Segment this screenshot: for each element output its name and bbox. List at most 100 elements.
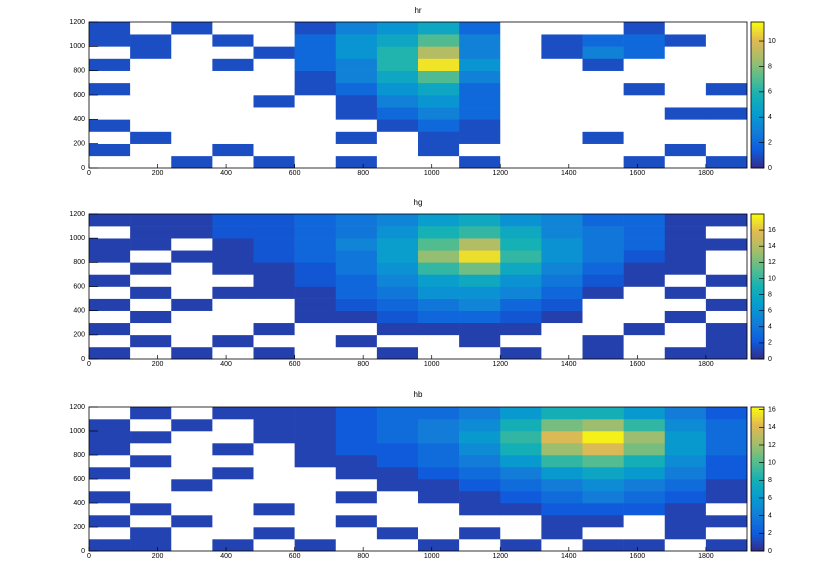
heat-cell	[623, 250, 666, 263]
heat-cell	[335, 70, 378, 84]
color-bar-step	[751, 288, 764, 292]
heat-cell	[335, 334, 378, 348]
heat-cell	[459, 119, 501, 132]
heat-cell	[541, 250, 583, 263]
x-tick-label: 200	[152, 361, 164, 368]
heat-cell	[500, 407, 542, 420]
heat-cell	[541, 322, 583, 336]
color-bar-step	[751, 230, 764, 234]
color-bar-step	[751, 116, 764, 120]
color-bar-step	[751, 75, 764, 79]
heat-cell	[664, 274, 707, 287]
color-bar-step	[751, 279, 764, 283]
heat-cell	[541, 22, 583, 35]
heat-cell	[418, 467, 460, 480]
x-tick-label: 400	[220, 553, 232, 560]
color-bar-step	[751, 233, 764, 237]
color-bar-step	[751, 464, 764, 468]
heat-cell	[418, 515, 460, 528]
heat-cell	[582, 419, 624, 432]
heat-cell	[171, 274, 213, 287]
x-tick-label: 1600	[630, 361, 646, 368]
heat-cell	[541, 334, 583, 348]
heat-cell	[294, 539, 337, 552]
y-tick-label: 400	[73, 500, 85, 507]
y-tick-label: 1000	[69, 43, 85, 50]
heat-cell	[376, 119, 419, 132]
heat-cell	[335, 443, 378, 456]
heat-cell	[335, 250, 378, 263]
heat-cell	[294, 286, 337, 299]
heat-cell	[171, 467, 213, 480]
heat-cell	[376, 431, 419, 444]
y-tick-label: 600	[73, 283, 85, 290]
heat-cell	[253, 322, 295, 336]
heat-cell	[376, 286, 419, 299]
color-bar-step	[751, 498, 764, 501]
heat-cell	[130, 274, 172, 287]
color-bar-step	[751, 334, 764, 338]
heat-cell	[705, 155, 748, 169]
heat-cell	[705, 503, 748, 516]
x-tick-label: 1200	[492, 553, 508, 560]
heat-cell	[89, 503, 131, 516]
heat-cell	[253, 443, 295, 456]
y-tick-label: 800	[73, 68, 85, 75]
color-bar-step	[751, 349, 764, 353]
color-bar-step	[751, 46, 764, 50]
heat-cell	[253, 419, 295, 432]
heat-cell	[294, 34, 337, 47]
heat-cell	[253, 455, 295, 468]
x-tick-label: 1200	[492, 361, 508, 368]
heat-cell	[459, 431, 501, 444]
heat-cell	[253, 274, 295, 287]
heat-cell	[335, 107, 378, 120]
color-bar-step	[751, 503, 764, 506]
heat-cell	[582, 334, 624, 348]
y-tick-label: 0	[81, 548, 85, 555]
heat-cell	[500, 419, 542, 432]
color-bar-step	[751, 531, 764, 535]
color-bar-step	[751, 543, 764, 547]
heat-cell	[541, 527, 583, 540]
color-bar-step	[751, 124, 764, 128]
heat-cell	[294, 407, 337, 420]
heat-cell	[582, 34, 624, 47]
heat-cell	[335, 22, 378, 35]
heat-cell	[623, 443, 666, 456]
heat-cell	[335, 131, 378, 144]
heat-cell	[335, 515, 378, 528]
heat-cell	[459, 226, 501, 239]
heat-cell	[541, 58, 583, 71]
color-bar-label: 2	[768, 530, 772, 537]
heat-cell	[418, 443, 460, 456]
color-bar-step	[751, 462, 764, 465]
color-bar-step	[751, 112, 764, 115]
heat-cell	[582, 479, 624, 492]
heat-cell	[376, 58, 419, 71]
heat-cell	[89, 214, 131, 227]
heat-cell	[171, 155, 213, 169]
heat-cell	[582, 286, 624, 299]
heat-cell	[623, 46, 666, 59]
heat-cell	[212, 262, 254, 275]
heat-cell	[582, 82, 624, 96]
heat-cell	[294, 238, 337, 251]
color-bar-step	[751, 351, 764, 355]
color-bar-step	[751, 221, 764, 225]
color-bar-step	[751, 457, 764, 461]
heat-cell	[623, 467, 666, 480]
color-bar-step	[751, 119, 764, 123]
panel-title: hr	[414, 6, 421, 15]
heat-cell	[705, 107, 748, 120]
color-bar-step	[751, 469, 764, 473]
heat-cell	[89, 226, 131, 239]
heat-cell	[500, 262, 542, 275]
x-tick-label: 1600	[630, 170, 646, 177]
y-tick-label: 1200	[69, 19, 85, 26]
color-bar-frame	[750, 406, 765, 552]
heat-cell	[253, 82, 295, 96]
heat-cell	[541, 286, 583, 299]
heat-cell	[418, 262, 460, 275]
y-tick-label: 1000	[69, 235, 85, 242]
